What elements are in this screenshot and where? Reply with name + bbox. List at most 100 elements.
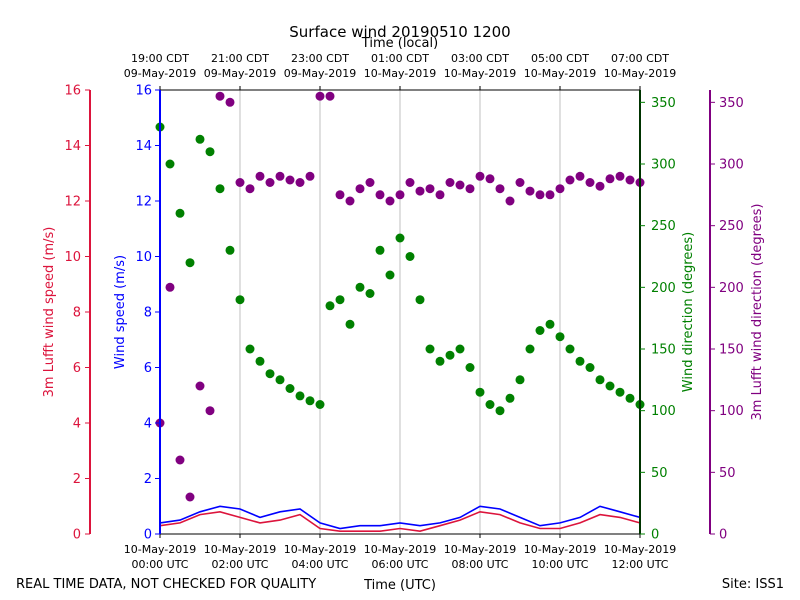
wind-speed-axis-tick-label: 14 xyxy=(135,139,152,154)
data-point xyxy=(315,400,325,409)
top-tick-label: 09-May-2019 xyxy=(204,67,276,80)
data-point xyxy=(245,344,255,354)
data-point xyxy=(195,134,205,144)
top-axis-label: Time (local) xyxy=(361,36,438,51)
lufft-speed-axis-title: 3m Lufft wind speed (m/s) xyxy=(42,227,57,398)
data-point xyxy=(455,180,465,190)
data-point xyxy=(245,184,255,194)
series-line xyxy=(159,510,641,533)
lufft-speed-axis-tick-label: 12 xyxy=(64,195,81,210)
data-point xyxy=(425,184,435,194)
data-point xyxy=(485,174,495,184)
data-point xyxy=(325,91,335,101)
data-point xyxy=(375,245,385,255)
data-point xyxy=(305,171,315,181)
data-point xyxy=(605,174,615,184)
x-tick-label: 10-May-2019 xyxy=(524,543,596,556)
wind-speed-axis-tick-label: 0 xyxy=(144,528,152,543)
lufft-direction-axis-tick-label: 50 xyxy=(719,466,736,481)
wind-speed-axis-tick-label: 12 xyxy=(135,195,152,210)
wind-direction-axis-tick-label: 200 xyxy=(651,281,676,296)
data-point xyxy=(425,344,435,354)
top-tick-label: 10-May-2019 xyxy=(604,67,676,80)
data-point xyxy=(625,393,635,403)
x-tick-label: 02:00 UTC xyxy=(211,558,268,571)
data-point xyxy=(615,171,625,181)
data-point xyxy=(185,492,195,502)
top-tick-label: 10-May-2019 xyxy=(444,67,516,80)
data-point xyxy=(475,171,485,181)
top-tick-label: 10-May-2019 xyxy=(524,67,596,80)
data-point xyxy=(515,178,525,187)
lufft-direction-axis-title: 3m Lufft wind direction (degrees) xyxy=(750,204,765,421)
wind-direction-axis-tick-label: 100 xyxy=(651,404,676,419)
data-point xyxy=(615,387,625,397)
data-point xyxy=(385,196,395,206)
lufft-direction-axis-tick-label: 100 xyxy=(719,404,744,419)
data-point xyxy=(515,375,525,385)
top-tick-label: 21:00 CDT xyxy=(211,52,269,65)
data-point xyxy=(525,186,535,196)
data-point xyxy=(345,319,355,329)
wind-speed-axis-tick-label: 6 xyxy=(144,361,152,376)
data-point xyxy=(465,363,475,372)
data-point xyxy=(365,178,375,187)
data-point xyxy=(205,406,215,416)
data-point xyxy=(445,178,455,187)
lufft-direction-axis-tick-label: 0 xyxy=(719,528,727,543)
wind-speed-axis-tick-label: 16 xyxy=(135,84,152,99)
data-point xyxy=(565,344,575,354)
x-tick-label: 10-May-2019 xyxy=(444,543,516,556)
data-point xyxy=(415,186,425,196)
lufft-speed-axis-tick-label: 2 xyxy=(73,472,81,487)
data-point xyxy=(405,178,415,187)
wind-direction-axis-tick-label: 250 xyxy=(651,219,676,234)
data-point xyxy=(355,184,365,194)
data-point xyxy=(175,208,185,218)
top-tick-label: 10-May-2019 xyxy=(364,67,436,80)
data-point xyxy=(295,178,305,187)
top-tick-label: 23:00 CDT xyxy=(291,52,349,65)
data-point xyxy=(165,159,175,169)
x-tick-label: 12:00 UTC xyxy=(611,558,668,571)
data-point xyxy=(465,184,475,194)
data-point xyxy=(235,178,245,187)
data-point xyxy=(495,184,505,194)
lufft-speed-axis-tick-label: 0 xyxy=(73,528,81,543)
data-point xyxy=(295,391,305,401)
data-point xyxy=(435,190,445,200)
wind-speed-axis-tick-label: 10 xyxy=(135,250,152,265)
x-tick-label: 10-May-2019 xyxy=(284,543,356,556)
lufft-speed-axis-tick-label: 10 xyxy=(64,250,81,265)
lufft-direction-axis-tick-label: 300 xyxy=(719,158,744,173)
x-tick-label: 10-May-2019 xyxy=(604,543,676,556)
x-tick-label: 10-May-2019 xyxy=(204,543,276,556)
data-point xyxy=(415,295,425,305)
data-point xyxy=(575,171,585,181)
data-point xyxy=(375,190,385,200)
top-tick-label: 03:00 CDT xyxy=(451,52,509,65)
lufft-direction-axis-tick-label: 350 xyxy=(719,96,744,111)
data-point xyxy=(395,233,405,243)
data-point xyxy=(305,396,315,406)
data-point xyxy=(595,375,605,385)
footer-note: REAL TIME DATA, NOT CHECKED FOR QUALITY xyxy=(16,577,316,592)
top-tick-label: 07:00 CDT xyxy=(611,52,669,65)
x-tick-label: 10:00 UTC xyxy=(531,558,588,571)
data-point xyxy=(495,406,505,416)
wind-speed-axis-title: Wind speed (m/s) xyxy=(113,255,128,369)
x-tick-label: 10-May-2019 xyxy=(124,543,196,556)
x-tick-label: 00:00 UTC xyxy=(131,558,188,571)
data-point xyxy=(255,171,265,181)
lufft-direction-axis-tick-label: 250 xyxy=(719,219,744,234)
data-point xyxy=(605,381,615,391)
data-point xyxy=(265,369,275,379)
wind-direction-axis-tick-label: 150 xyxy=(651,343,676,358)
lufft-speed-axis-tick-label: 14 xyxy=(64,139,81,154)
data-point xyxy=(275,171,285,181)
data-point xyxy=(555,184,565,194)
wind-speed-axis-tick-label: 8 xyxy=(144,306,152,321)
data-point xyxy=(275,375,285,385)
wind-direction-axis-tick-label: 300 xyxy=(651,158,676,173)
